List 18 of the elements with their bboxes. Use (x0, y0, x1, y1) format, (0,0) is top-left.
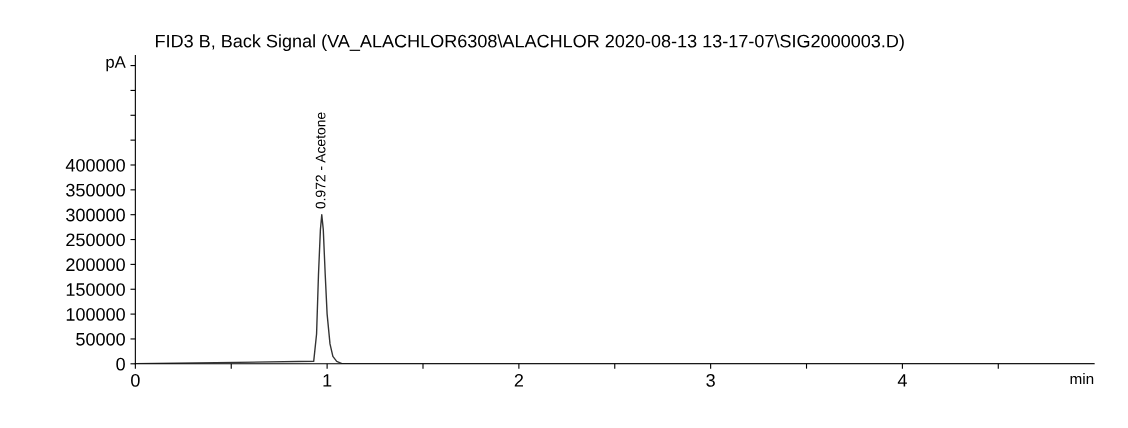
x-tick-label: 4 (897, 374, 907, 387)
y-tick-label: 250000 (66, 233, 125, 247)
y-tick-label: 300000 (66, 208, 125, 222)
y-tick-label: 100000 (66, 308, 125, 321)
x-tick-label: 2 (514, 374, 523, 387)
annotation: 0.972 - Acetone (315, 112, 326, 209)
chart-title: FID3 B, Back Signal (VA_ALACHLOR6308\ALACHLOR 2020-08-13 13-17-07\SIG2000003.D) (156, 34, 904, 52)
y-axis-title: pA (106, 56, 126, 72)
y-tick-label: 350000 (66, 183, 125, 197)
x-axis-title: min (1070, 373, 1094, 385)
y-tick-label: 200000 (66, 258, 125, 272)
y-tick-label: 400000 (65, 158, 125, 172)
y-tick-label: 150000 (66, 283, 125, 296)
x-tick-label: 3 (706, 374, 715, 387)
y-tick-label: 50000 (76, 332, 125, 346)
x-tick-label: 1 (323, 374, 332, 387)
y-tick-label: 0 (116, 357, 125, 371)
x-tick-label: 0 (131, 374, 140, 387)
